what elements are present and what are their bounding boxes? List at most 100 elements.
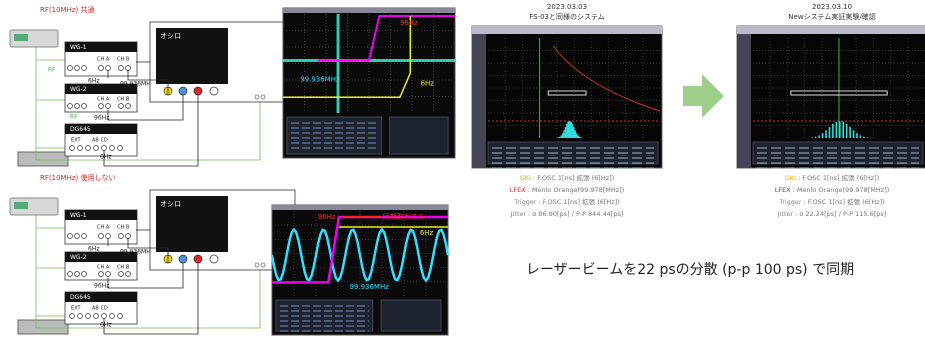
connector	[75, 272, 80, 277]
connector	[82, 104, 87, 109]
histogram-bar	[825, 130, 827, 138]
caption-text: : Menlo Orange(99.978[MHz])	[793, 186, 890, 194]
connector	[102, 146, 107, 151]
histogram-bar	[867, 137, 869, 138]
scope-input	[210, 255, 218, 263]
histogram-bar	[572, 124, 574, 138]
histogram-bar	[567, 122, 569, 138]
connector	[86, 146, 91, 151]
scope-label: オシロ	[160, 32, 181, 40]
connector	[75, 104, 80, 109]
port-label: EXT	[71, 138, 81, 144]
connector	[68, 272, 73, 277]
result-title: FS-03と同様のシステム	[529, 12, 605, 21]
channel-label: CH B	[117, 265, 130, 271]
connector	[102, 314, 107, 319]
toolbar	[737, 26, 925, 34]
connector	[118, 314, 123, 319]
connector	[119, 234, 124, 239]
connector	[82, 234, 87, 239]
caption-line: GKI: F.OSC 1[ns] 拡張 (6[Hz])	[785, 173, 880, 182]
caption-line: LFEX: Menlo Orange(99.978[MHz])	[775, 186, 890, 194]
caption-text: : F.OSC 1[ns] 拡張 (6[Hz])	[804, 197, 885, 206]
rf-label: RF	[48, 67, 56, 74]
trace-label: 96Hz	[400, 19, 418, 27]
frequency: 6Hz	[100, 154, 111, 161]
connector	[126, 66, 131, 71]
conclusion: レーザービームを22 psの分散 (p-p 100 ps) で同期	[526, 262, 854, 278]
caption-label: LFEX	[510, 186, 526, 194]
connector	[261, 95, 265, 99]
caption-text: : σ 86.90[ps] / P-P 844.44[ps]	[528, 210, 623, 218]
histogram-bar	[818, 135, 820, 138]
connector	[99, 272, 104, 277]
connector	[106, 104, 111, 109]
histogram-bar	[832, 124, 834, 138]
instrument-icon	[18, 320, 68, 334]
histogram-bar	[565, 127, 567, 138]
channel-label: CH A	[97, 97, 110, 103]
setup-title: RF(10MHz) 使用しない	[40, 173, 115, 182]
connector	[94, 146, 99, 151]
histogram-bar	[563, 130, 565, 138]
histogram-bar	[577, 135, 579, 138]
histogram-bar	[846, 124, 848, 138]
connector	[68, 66, 73, 71]
histogram-bar	[863, 137, 865, 138]
info-panel	[390, 117, 448, 154]
caption-label: Trigger	[778, 198, 802, 206]
setup-title: RF(10MHz) 共通	[40, 5, 94, 14]
info-panel	[287, 117, 382, 154]
connector	[106, 272, 111, 277]
histogram-bar	[839, 121, 841, 138]
slide: RF(10MHz) 共通RFRFWG-1CH ACH B6Hz99.936MHz…	[0, 0, 925, 338]
trace-label: 99.936MHz	[300, 75, 340, 83]
channel-label: CH B	[117, 225, 130, 231]
histogram-bar	[561, 135, 563, 138]
caption-text: : F.OSC 1[ns] 拡張 (6[Hz])	[533, 173, 614, 182]
connector	[99, 234, 104, 239]
caption-label: GKI	[785, 174, 796, 182]
tool-column	[737, 34, 751, 168]
histogram-bar	[559, 137, 561, 138]
histogram-bar	[811, 137, 813, 138]
device-name: WG-2	[70, 86, 87, 93]
histogram-bar	[558, 137, 560, 138]
connector	[94, 314, 99, 319]
device-name: WG-1	[70, 44, 87, 51]
device-name: DG645	[70, 126, 91, 133]
device-name: DG645	[70, 294, 91, 301]
trace-label: 6Hz	[421, 80, 435, 88]
caption-line: LFEX: Menlo Orange(99.978[MHz])	[510, 186, 625, 194]
connector	[70, 146, 75, 151]
connector	[78, 146, 83, 151]
caption-line: Trigger: F.OSC 1[ns] 拡張 (6[Hz])	[778, 197, 885, 206]
connector	[255, 263, 259, 267]
trace-label: 99.936MHz	[349, 283, 389, 291]
channel-label: CH A	[97, 265, 110, 271]
connector	[75, 66, 80, 71]
histogram-bar	[822, 133, 824, 138]
channel-label: CH B	[117, 97, 130, 103]
caption-line: Jitter: σ 86.90[ps] / P-P 844.44[ps]	[510, 210, 624, 218]
histogram-bar	[578, 137, 580, 138]
connector	[126, 104, 131, 109]
connector	[126, 272, 131, 277]
scope-input	[179, 87, 187, 95]
scope-label: オシロ	[160, 200, 181, 208]
frequency: 96Hz	[94, 283, 109, 290]
caption-text: : σ 22.24[ps] / P-P 115.6[ps]	[795, 210, 886, 218]
instrument-screen	[14, 202, 28, 209]
histogram-bar	[829, 127, 831, 138]
frequency: 6Hz	[88, 246, 99, 253]
histogram-bar	[836, 122, 838, 138]
device-name: WG-2	[70, 254, 87, 261]
caption-label: Jitter	[777, 210, 794, 218]
histogram-bar	[856, 133, 858, 138]
tool-column	[472, 34, 486, 168]
caption-text: : F.OSC 1[ns] 拡張 (6[Hz])	[539, 197, 620, 206]
instrument-icon	[18, 152, 68, 166]
histogram-bar	[566, 124, 568, 138]
histogram-bar	[576, 133, 578, 138]
toolbar	[472, 26, 662, 34]
